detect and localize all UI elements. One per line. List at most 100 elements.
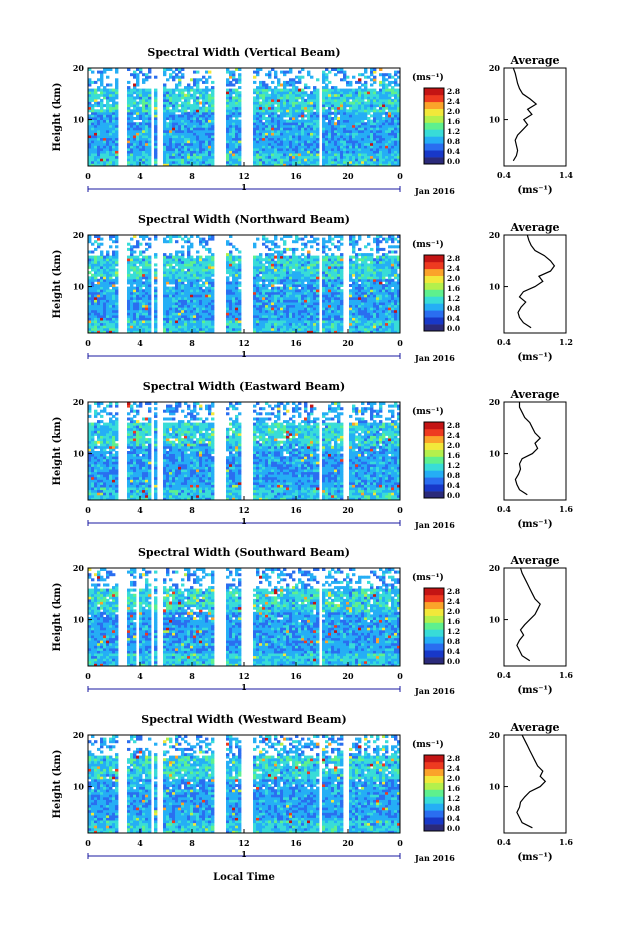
- heatmap-cell: [139, 302, 143, 306]
- heatmap-cell: [142, 127, 146, 131]
- heatmap-cell: [100, 294, 104, 298]
- heatmap-cell: [325, 299, 329, 303]
- heatmap-cell: [394, 289, 398, 293]
- heatmap-cell: [382, 117, 386, 120]
- heatmap-cell: [268, 70, 272, 74]
- heatmap-cell: [322, 330, 326, 334]
- heatmap-cell: [235, 281, 239, 285]
- heatmap-cell: [283, 286, 287, 290]
- heatmap-cell: [271, 106, 275, 110]
- heatmap-cell: [115, 140, 119, 144]
- heatmap-cell: [196, 140, 200, 144]
- heatmap-cell: [370, 289, 374, 293]
- heatmap-cell: [307, 286, 311, 290]
- heatmap-cell: [352, 75, 356, 79]
- heatmap-cell: [313, 124, 317, 128]
- heatmap-cell: [154, 291, 158, 295]
- heatmap-cell: [382, 104, 386, 108]
- heatmap-cell: [199, 145, 203, 149]
- heatmap-cell: [229, 137, 233, 141]
- heatmap-cell: [352, 327, 356, 331]
- heatmap-cell: [364, 155, 368, 159]
- heatmap-cell: [370, 278, 374, 282]
- heatmap-cell: [226, 106, 230, 110]
- heatmap-cell: [352, 127, 356, 131]
- heatmap-cell: [385, 142, 389, 146]
- heatmap-cell: [211, 322, 215, 326]
- heatmap-cell: [376, 330, 380, 334]
- heatmap-cell: [136, 145, 140, 149]
- heatmap-cell: [253, 307, 257, 311]
- heatmap-cell: [286, 163, 290, 167]
- heatmap-cell: [382, 119, 386, 123]
- heatmap-cell: [391, 75, 395, 79]
- heatmap-cell: [145, 273, 149, 277]
- heatmap-cell: [286, 289, 290, 293]
- heatmap-cell: [295, 296, 299, 300]
- heatmap-cell: [127, 307, 131, 311]
- heatmap-cell: [298, 278, 302, 282]
- heatmap-cell: [181, 150, 185, 154]
- heatmap-cell: [259, 155, 263, 159]
- heatmap-cell: [94, 330, 98, 334]
- heatmap-cell: [175, 294, 179, 298]
- heatmap-cell: [349, 124, 353, 128]
- heatmap-cell: [283, 291, 287, 295]
- heatmap-cell: [370, 150, 374, 154]
- heatmap-cell: [226, 104, 230, 108]
- heatmap-cell: [358, 276, 362, 280]
- heatmap-cell: [229, 114, 233, 118]
- heatmap-cell: [115, 302, 119, 306]
- heatmap-cell: [376, 278, 380, 282]
- heatmap-cell: [196, 325, 200, 329]
- heatmap-cell: [253, 153, 257, 157]
- heatmap-cell: [172, 312, 176, 316]
- heatmap-cell: [184, 325, 188, 329]
- heatmap-cell: [289, 153, 293, 157]
- heatmap-cell: [352, 284, 356, 287]
- heatmap-cell: [328, 271, 332, 275]
- heatmap-cell: [358, 147, 362, 151]
- heatmap-cell: [271, 281, 275, 285]
- heatmap-cell: [169, 309, 173, 313]
- heatmap-cell: [148, 320, 152, 324]
- heatmap-cell: [148, 88, 152, 92]
- heatmap-cell: [265, 137, 269, 141]
- heatmap-cell: [298, 129, 302, 133]
- heatmap-cell: [286, 83, 290, 87]
- heatmap-cell: [226, 127, 230, 131]
- heatmap-cell: [88, 322, 92, 326]
- heatmap-cell: [283, 307, 287, 311]
- heatmap-cell: [229, 325, 233, 329]
- heatmap-cell: [163, 296, 167, 300]
- heatmap-cell: [103, 314, 107, 318]
- heatmap-cell: [280, 93, 284, 97]
- heatmap-cell: [166, 312, 170, 316]
- heatmap-cell: [208, 88, 212, 92]
- heatmap-cell: [112, 163, 116, 167]
- heatmap-cell: [136, 104, 140, 108]
- heatmap-cell: [373, 322, 377, 326]
- heatmap-cell: [313, 114, 317, 118]
- heatmap-cell: [292, 145, 296, 149]
- heatmap-cell: [142, 276, 146, 280]
- heatmap-cell: [94, 271, 98, 275]
- heatmap-cell: [397, 124, 401, 128]
- heatmap-cell: [226, 91, 230, 95]
- heatmap-cell: [211, 137, 215, 141]
- heatmap-cell: [184, 284, 188, 287]
- heatmap-cell: [337, 304, 341, 308]
- heatmap-cell: [91, 147, 95, 151]
- heatmap-cell: [274, 325, 278, 329]
- heatmap-cell: [301, 314, 305, 318]
- heatmap-cell: [142, 106, 146, 110]
- heatmap-cell: [130, 150, 134, 154]
- heatmap-cell: [358, 132, 362, 136]
- heatmap-cell: [97, 309, 101, 313]
- heatmap-cell: [265, 122, 269, 126]
- heatmap-cell: [256, 117, 260, 120]
- heatmap-cell: [133, 320, 137, 324]
- heatmap-cell: [388, 325, 392, 329]
- heatmap-cell: [361, 137, 365, 141]
- heatmap-cell: [178, 127, 182, 131]
